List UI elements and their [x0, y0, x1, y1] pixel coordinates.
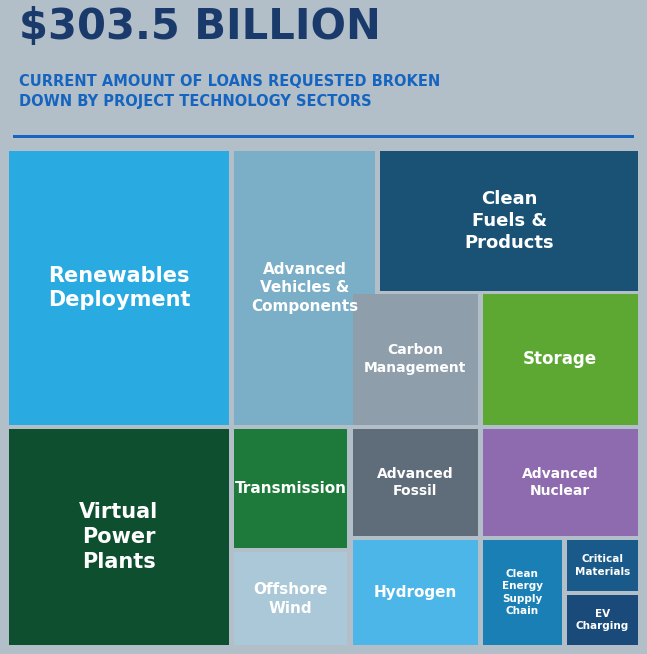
Bar: [567, 540, 638, 591]
Bar: [234, 428, 347, 549]
Bar: [234, 152, 375, 424]
Bar: [353, 428, 477, 536]
Text: Advanced
Nuclear: Advanced Nuclear: [522, 467, 598, 498]
Text: Storage: Storage: [523, 350, 597, 368]
Text: Clean
Fuels &
Products: Clean Fuels & Products: [465, 190, 554, 252]
Text: CURRENT AMOUNT OF LOANS REQUESTED BROKEN
DOWN BY PROJECT TECHNOLOGY SECTORS: CURRENT AMOUNT OF LOANS REQUESTED BROKEN…: [19, 74, 441, 109]
Text: Offshore
Wind: Offshore Wind: [254, 582, 328, 615]
Text: Hydrogen: Hydrogen: [373, 585, 457, 600]
Text: Renewables
Deployment: Renewables Deployment: [48, 266, 190, 311]
Bar: [483, 540, 562, 645]
Bar: [353, 294, 477, 424]
Text: Transmission: Transmission: [235, 481, 347, 496]
Text: Carbon
Management: Carbon Management: [364, 343, 466, 375]
Text: Virtual
Power
Plants: Virtual Power Plants: [80, 502, 159, 572]
Text: Clean
Energy
Supply
Chain: Clean Energy Supply Chain: [502, 569, 543, 616]
Bar: [567, 594, 638, 645]
Text: Advanced
Vehicles &
Components: Advanced Vehicles & Components: [251, 262, 358, 314]
Text: $303.5 BILLION: $303.5 BILLION: [19, 6, 381, 48]
Bar: [483, 294, 638, 424]
Bar: [9, 152, 229, 424]
Bar: [483, 428, 638, 536]
Text: EV
Charging: EV Charging: [576, 609, 630, 631]
Bar: [234, 553, 347, 645]
Text: Advanced
Fossil: Advanced Fossil: [377, 467, 454, 498]
Bar: [9, 429, 229, 645]
Bar: [353, 540, 477, 645]
Text: Critical
Materials: Critical Materials: [575, 554, 630, 577]
FancyBboxPatch shape: [13, 135, 634, 138]
Bar: [380, 152, 638, 291]
